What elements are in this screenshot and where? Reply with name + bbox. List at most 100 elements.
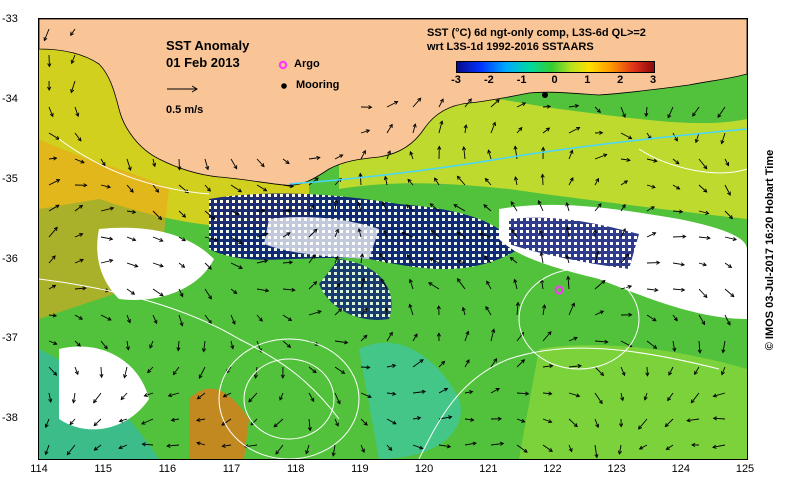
current-arrow [490, 388, 500, 394]
current-arrow [620, 366, 626, 377]
current-arrow [167, 392, 180, 398]
current-arrow [486, 280, 492, 290]
current-arrow [118, 444, 128, 450]
current-arrow [620, 203, 626, 212]
current-arrow [69, 418, 76, 426]
current-arrow [331, 444, 336, 457]
current-arrow [516, 126, 523, 134]
current-arrow [646, 158, 658, 163]
current-arrow [401, 231, 414, 238]
current-arrow [126, 236, 137, 242]
current-arrow [691, 442, 700, 447]
longitude-tick-label: 117 [222, 463, 241, 475]
current-arrow [620, 392, 625, 402]
current-arrow [712, 416, 726, 421]
current-arrow [47, 80, 52, 91]
current-arrow [126, 184, 134, 193]
current-arrow [126, 262, 139, 268]
current-arrow [542, 418, 553, 424]
current-arrow [565, 254, 570, 264]
current-arrow [360, 149, 366, 160]
current-arrow [542, 304, 547, 316]
current-arrow [204, 210, 216, 220]
current-arrow [141, 442, 154, 447]
current-arrow [198, 366, 206, 379]
argo-legend-icon [278, 60, 288, 70]
latitude-tick-label: -36 [2, 253, 18, 265]
current-arrow [178, 314, 184, 327]
current-arrow [230, 340, 235, 350]
current-arrow [594, 177, 599, 186]
mooring-legend-label: Mooring [296, 79, 340, 91]
current-arrow [437, 145, 442, 160]
current-arrow [436, 305, 441, 316]
current-arrow [308, 228, 318, 238]
current-arrow [513, 176, 519, 186]
colorbar-tick-label: 2 [617, 74, 624, 86]
current-arrow [672, 184, 681, 190]
current-arrow [308, 204, 315, 212]
current-arrow [724, 262, 733, 269]
current-arrow [120, 392, 128, 401]
current-arrow [456, 231, 466, 238]
current-arrow [667, 106, 674, 119]
current-arrow [100, 258, 114, 264]
current-arrow [516, 102, 527, 108]
current-arrow [594, 392, 603, 405]
current-arrow [386, 150, 391, 160]
current-arrow [204, 262, 212, 270]
current-arrow [485, 305, 492, 316]
current-arrow [334, 255, 339, 264]
current-arrow [672, 340, 677, 353]
current-arrow [100, 206, 115, 212]
current-arrow [457, 259, 466, 264]
current-arrow [542, 127, 551, 134]
current-arrow [516, 444, 528, 453]
current-arrow [490, 441, 505, 446]
current-arrow [539, 251, 544, 264]
current-arrow [487, 149, 492, 160]
longitude-tick-label: 125 [735, 463, 755, 475]
current-arrow [221, 418, 232, 426]
current-arrow [381, 201, 388, 212]
current-arrow [280, 366, 285, 379]
current-arrow [594, 153, 608, 160]
current-arrow [412, 97, 422, 108]
current-arrow [620, 312, 633, 317]
latitude-tick-label: -33 [2, 13, 18, 25]
current-arrow [166, 443, 180, 448]
current-arrow [357, 201, 362, 212]
current-arrow [380, 278, 388, 290]
current-arrow [152, 288, 164, 297]
current-arrow [204, 158, 210, 171]
current-arrow [509, 256, 518, 264]
current-arrow [360, 365, 371, 370]
current-arrow [464, 359, 470, 368]
current-arrow [461, 306, 466, 316]
current-arrow [464, 390, 474, 395]
current-arrow [282, 260, 294, 265]
current-arrow [74, 258, 84, 264]
current-arrow [100, 340, 108, 350]
current-arrow [48, 106, 54, 118]
current-arrow [712, 392, 726, 398]
current-arrow [409, 150, 414, 160]
current-arrow [172, 366, 180, 376]
current-arrow [594, 130, 604, 135]
current-arrow [490, 328, 496, 342]
current-arrow [406, 254, 414, 264]
current-arrow [230, 158, 238, 170]
current-arrow [620, 157, 631, 162]
scale-arrow-icon [167, 85, 198, 93]
current-arrow [74, 183, 88, 188]
current-arrow [617, 444, 622, 455]
current-arrow [646, 314, 657, 322]
current-arrow [542, 104, 552, 109]
current-arrow [308, 310, 322, 316]
current-arrow [453, 204, 466, 212]
current-arrow [434, 177, 440, 186]
current-arrow [510, 201, 518, 212]
colorbar-tick-label: -1 [516, 74, 527, 86]
current-arrow [698, 184, 708, 193]
current-arrow [478, 232, 492, 238]
